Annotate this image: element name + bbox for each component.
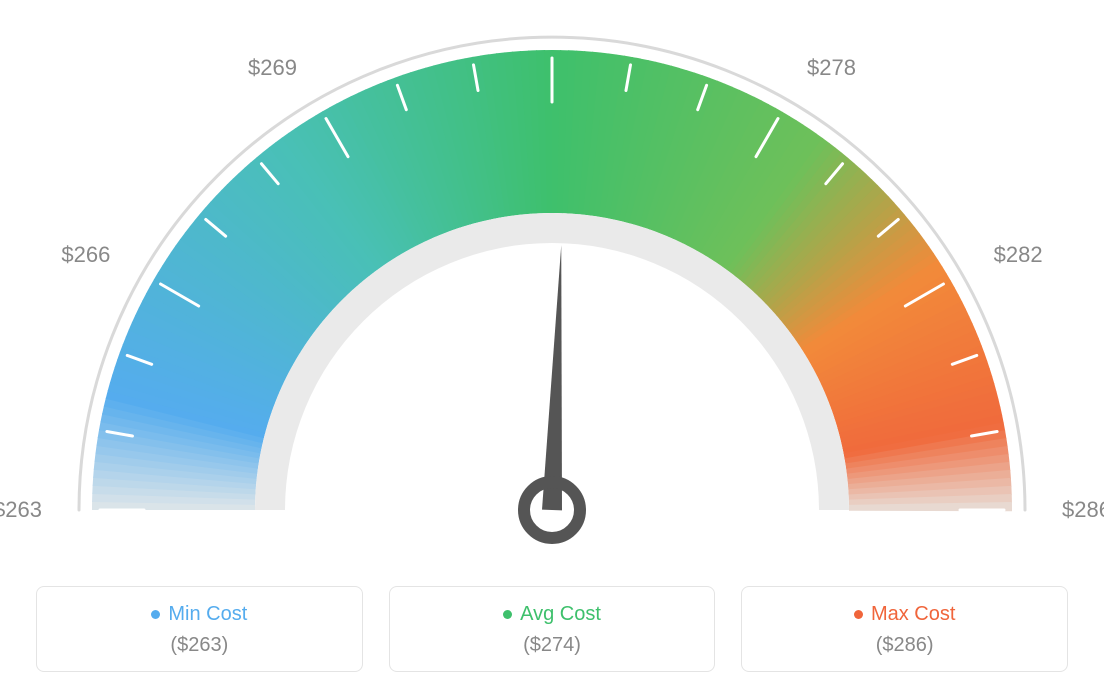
gauge-chart: $263$266$269$274$278$282$286 — [0, 0, 1104, 560]
max-cost-label: Max Cost — [871, 603, 955, 626]
gauge-tick-label: $278 — [807, 55, 856, 81]
avg-cost-card: Avg Cost ($274) — [389, 586, 716, 672]
min-dot-icon — [151, 610, 160, 619]
avg-dot-icon — [503, 610, 512, 619]
gauge-tick-label: $263 — [0, 497, 42, 523]
gauge-tick-label: $266 — [61, 242, 110, 268]
gauge-tick-label: $269 — [248, 55, 297, 81]
gauge-needle — [542, 245, 562, 510]
avg-cost-value: ($274) — [390, 634, 715, 657]
summary-cards: Min Cost ($263) Avg Cost ($274) Max Cost… — [36, 586, 1068, 672]
min-cost-label: Min Cost — [168, 603, 247, 626]
avg-cost-label: Avg Cost — [520, 603, 601, 626]
max-cost-title: Max Cost — [854, 603, 955, 626]
avg-cost-title: Avg Cost — [503, 603, 601, 626]
gauge-tick-label: $282 — [994, 242, 1043, 268]
max-dot-icon — [854, 610, 863, 619]
gauge-tick-label: $286 — [1062, 497, 1104, 523]
min-cost-title: Min Cost — [151, 603, 247, 626]
min-cost-value: ($263) — [37, 634, 362, 657]
gauge-svg — [0, 0, 1104, 560]
max-cost-value: ($286) — [742, 634, 1067, 657]
min-cost-card: Min Cost ($263) — [36, 586, 363, 672]
max-cost-card: Max Cost ($286) — [741, 586, 1068, 672]
